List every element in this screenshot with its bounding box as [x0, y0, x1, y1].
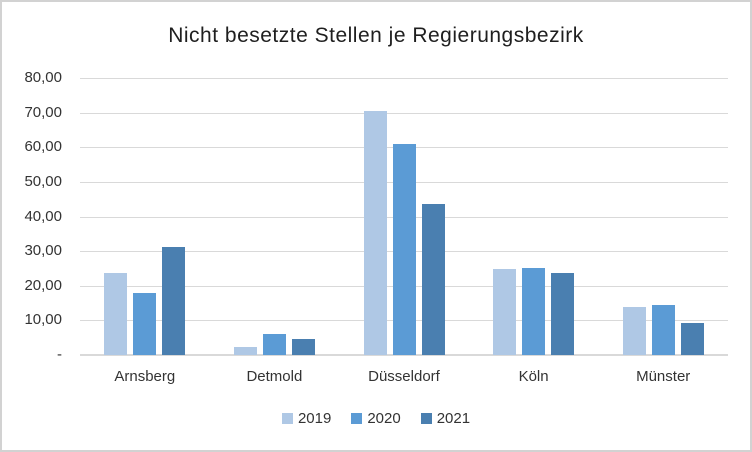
- y-tick-label-70: 70,00: [24, 103, 62, 121]
- x-category-label-koeln: Köln: [518, 368, 549, 385]
- bar-muenster-2019: [622, 306, 646, 355]
- y-tick-label-80: 80,00: [24, 69, 62, 86]
- bar-koeln-2021: [551, 272, 575, 355]
- x-axis-line: [80, 354, 728, 356]
- bar-arnsberg-2020: [133, 293, 157, 355]
- bar-detmold-2020: [262, 333, 286, 355]
- legend-label-2021: 2021: [436, 410, 471, 427]
- legend-swatch-2021: [420, 413, 432, 424]
- bar-duesseldorf-2020: [392, 143, 416, 355]
- y-tick-label-40: 40,00: [24, 207, 62, 225]
- x-category-label-muenster: Münster: [636, 368, 691, 385]
- bar-arnsberg-2019: [104, 272, 128, 355]
- gridline-80: [80, 78, 728, 79]
- bar-muenster-2021: [680, 323, 704, 355]
- legend-swatch-2019: [281, 413, 293, 424]
- y-tick-label-30: 30,00: [24, 242, 62, 260]
- x-category-label-duesseldorf: Düsseldorf: [368, 368, 440, 385]
- bar-muenster-2020: [651, 305, 675, 355]
- bar-koeln-2020: [522, 268, 546, 355]
- bar-detmold-2021: [291, 339, 315, 355]
- gridline-70: [80, 112, 728, 114]
- legend-item-2019: 2019: [281, 410, 332, 427]
- legend-label-2020: 2020: [367, 410, 401, 427]
- legend-item-2020: 2020: [351, 410, 401, 427]
- plot-area: [80, 78, 728, 355]
- y-tick-label-0: -: [57, 346, 62, 363]
- bar-detmold-2019: [233, 346, 257, 355]
- y-tick-label-60: 60,00: [24, 138, 62, 156]
- bar-duesseldorf-2021: [421, 203, 445, 355]
- legend-swatch-2020: [351, 413, 363, 424]
- legend-label-2019: 2019: [297, 410, 332, 427]
- y-tick-label-50: 50,00: [24, 172, 62, 190]
- y-tick-label-20: 20,00: [24, 276, 62, 294]
- legend-item-2021: 2021: [420, 410, 471, 427]
- chart-title: Nicht besetzte Stellen je Regierungsbezi…: [168, 24, 584, 47]
- legend: 2019 2020 2021: [2, 410, 750, 427]
- bar-duesseldorf-2019: [363, 110, 387, 355]
- x-category-label-detmold: Detmold: [246, 368, 303, 385]
- bar-koeln-2019: [493, 268, 517, 355]
- x-category-label-arnsberg: Arnsberg: [114, 368, 176, 385]
- y-tick-label-10: 10,00: [24, 311, 62, 329]
- bar-arnsberg-2021: [162, 247, 186, 355]
